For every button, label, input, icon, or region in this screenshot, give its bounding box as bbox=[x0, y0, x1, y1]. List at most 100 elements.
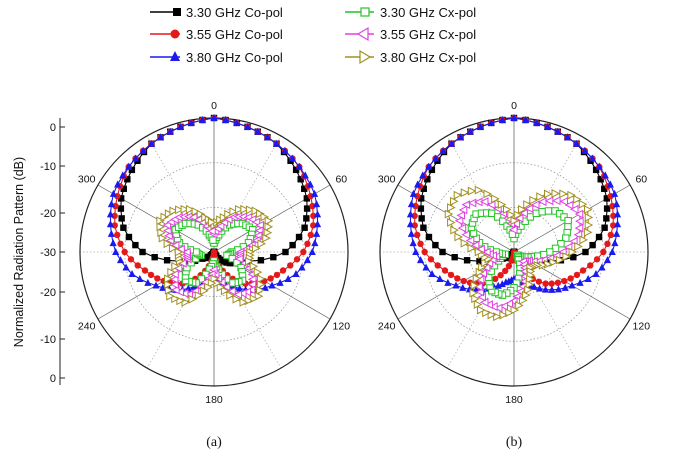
legend: 3.30 GHz Co-pol 3.30 GHz Cx-pol 3.55 GHz… bbox=[150, 5, 476, 65]
data-point bbox=[200, 286, 209, 296]
data-point bbox=[606, 180, 614, 188]
data-point bbox=[481, 263, 491, 273]
data-point bbox=[544, 189, 553, 199]
data-point bbox=[134, 262, 141, 269]
y-tick-label: -10 bbox=[40, 161, 56, 173]
data-point bbox=[600, 248, 607, 256]
data-point bbox=[157, 228, 166, 238]
data-point bbox=[235, 205, 244, 214]
data-point bbox=[447, 203, 456, 213]
data-point bbox=[515, 300, 524, 310]
data-point bbox=[117, 205, 125, 212]
data-point bbox=[132, 241, 139, 249]
data-point bbox=[505, 262, 513, 270]
data-point bbox=[164, 209, 174, 219]
data-point bbox=[492, 275, 499, 283]
data-point bbox=[569, 204, 579, 214]
data-point bbox=[494, 281, 502, 289]
data-point bbox=[106, 210, 115, 218]
data-point bbox=[545, 258, 552, 265]
data-point bbox=[264, 216, 274, 226]
data-point bbox=[564, 217, 572, 225]
data-point bbox=[535, 260, 542, 267]
data-point bbox=[476, 122, 485, 130]
data-point bbox=[270, 253, 277, 261]
data-point bbox=[179, 289, 189, 298]
data-point bbox=[245, 256, 254, 266]
data-point bbox=[289, 241, 296, 249]
data-point bbox=[499, 217, 507, 225]
data-point bbox=[526, 274, 535, 284]
legend-label-5: 3.80 GHz Co-pol bbox=[186, 50, 283, 65]
data-point bbox=[457, 223, 467, 233]
data-point bbox=[127, 256, 135, 263]
legend-marker-6 bbox=[359, 49, 372, 65]
data-point bbox=[147, 139, 156, 147]
data-point bbox=[522, 290, 531, 300]
data-point bbox=[210, 274, 220, 284]
data-point bbox=[111, 212, 118, 220]
data-point bbox=[560, 213, 568, 221]
data-point bbox=[267, 275, 274, 282]
data-point bbox=[268, 281, 276, 289]
data-point bbox=[548, 280, 555, 287]
data-point bbox=[487, 209, 496, 218]
data-point bbox=[418, 215, 425, 222]
data-point bbox=[409, 239, 417, 247]
data-point bbox=[232, 294, 242, 304]
data-point bbox=[251, 206, 261, 216]
data-point bbox=[242, 287, 251, 297]
data-point bbox=[245, 205, 255, 215]
data-point bbox=[122, 263, 130, 271]
data-point bbox=[451, 253, 458, 261]
data-point bbox=[601, 224, 608, 231]
data-point bbox=[533, 118, 541, 126]
data-point bbox=[166, 127, 174, 135]
data-point bbox=[303, 195, 311, 202]
data-point bbox=[603, 205, 611, 212]
data-point bbox=[598, 263, 606, 271]
data-point bbox=[301, 185, 308, 193]
data-point bbox=[136, 274, 144, 282]
data-point bbox=[432, 241, 439, 249]
data-point bbox=[210, 114, 218, 121]
data-point bbox=[450, 225, 459, 235]
data-point bbox=[583, 227, 593, 237]
data-point bbox=[114, 180, 122, 188]
data-point bbox=[579, 267, 587, 274]
y-axis-title: Normalized Radiation Pattern (dB) bbox=[12, 157, 26, 347]
data-point bbox=[559, 197, 569, 206]
data-point bbox=[589, 241, 596, 249]
data-point bbox=[292, 269, 300, 277]
data-point bbox=[166, 291, 175, 301]
data-point bbox=[160, 212, 170, 222]
data-point bbox=[582, 248, 589, 256]
series-3-80-ghz-cx-pol bbox=[156, 204, 274, 307]
polar-angle-label: 300 bbox=[378, 174, 396, 186]
legend-marker-5 bbox=[170, 51, 180, 61]
data-point bbox=[169, 206, 179, 216]
data-point bbox=[456, 133, 465, 141]
data-point bbox=[447, 271, 455, 279]
data-point bbox=[170, 280, 179, 289]
data-point bbox=[171, 261, 180, 271]
data-point bbox=[454, 216, 464, 226]
data-point bbox=[406, 210, 415, 218]
data-point bbox=[595, 162, 603, 170]
polar-plot-a: 0 60 120 180 240 300 bbox=[78, 100, 350, 406]
data-point bbox=[493, 303, 503, 313]
data-point bbox=[287, 262, 294, 269]
data-point bbox=[535, 278, 543, 285]
data-point bbox=[407, 229, 415, 237]
data-point bbox=[120, 185, 127, 193]
data-point bbox=[256, 209, 265, 219]
data-point bbox=[128, 269, 136, 277]
data-point bbox=[544, 196, 554, 206]
data-point bbox=[574, 209, 584, 219]
data-point bbox=[465, 236, 475, 245]
data-point bbox=[253, 267, 263, 277]
data-point bbox=[207, 217, 217, 227]
data-point bbox=[519, 295, 528, 305]
polar-grid-spoke bbox=[446, 135, 515, 253]
data-point bbox=[419, 171, 427, 179]
